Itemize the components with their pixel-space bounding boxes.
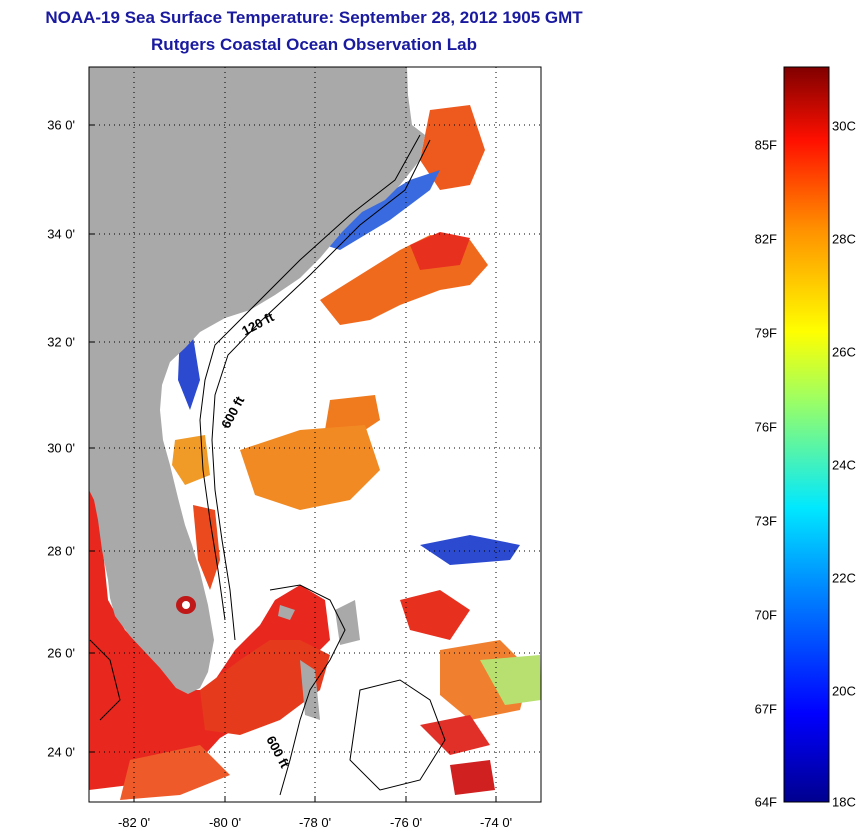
colorbar-label-85f: 85F: [754, 137, 777, 153]
colorbar-label-28c: 28C: [832, 231, 856, 247]
coastal-patch-fl: [193, 505, 220, 590]
lat-label-30: 30 0': [47, 440, 75, 456]
colorbar-label-67f: 67F: [754, 701, 777, 717]
lat-label-28: 28 0': [47, 543, 75, 559]
coastal-cold-1: [178, 330, 200, 410]
south-patch: [120, 745, 230, 800]
hatteras-patch: [420, 105, 485, 190]
gulf-warm-water: [89, 488, 330, 790]
colorbar-label-79f: 79F: [754, 325, 777, 341]
straits-warm-water: [200, 640, 330, 735]
lon-label-80: -80 0': [208, 815, 242, 830]
east-cool-patch: [480, 655, 541, 705]
map-subtitle: Rutgers Coastal Ocean Observation Lab: [151, 35, 477, 54]
colorbar-label-73f: 73F: [754, 513, 777, 529]
coastal-patch-ga: [172, 435, 210, 485]
contour-bank: [349, 679, 446, 791]
lat-label-32: 32 0': [47, 334, 75, 350]
gulfstream-red: [410, 232, 470, 270]
contour-600ft: [211, 139, 431, 641]
lake-center: [182, 601, 190, 609]
colorbar-label-20c: 20C: [832, 683, 856, 699]
colorbar-label-30c: 30C: [832, 118, 856, 134]
lon-label-76: -76 0': [389, 815, 423, 830]
graticule: [89, 67, 541, 802]
offshore-patch-2: [240, 425, 380, 510]
map-title: NOAA-19 Sea Surface Temperature: Septemb…: [45, 8, 583, 27]
lat-label-36: 36 0': [47, 117, 75, 133]
colorbar-label-18c: 18C: [832, 794, 856, 810]
lat-label-34: 34 0': [47, 226, 75, 242]
lon-label-82: -82 0': [117, 815, 151, 830]
offshore-cold: [420, 535, 520, 565]
lon-label-74: -74 0': [479, 815, 513, 830]
east-patch-3: [420, 715, 490, 755]
bahamas-island-1: [335, 600, 360, 645]
colorbar-label-22c: 22C: [832, 570, 856, 586]
colorbar-label-64f: 64F: [754, 794, 777, 810]
map-content: [89, 67, 541, 800]
east-patch-1: [400, 590, 470, 640]
contour-120ft: [199, 134, 421, 621]
east-patch-4: [450, 760, 495, 795]
bahamas-island-2: [278, 605, 295, 620]
colorbar-label-76f: 76F: [754, 419, 777, 435]
colorbar-label-24c: 24C: [832, 457, 856, 473]
lat-label-26: 26 0': [47, 645, 75, 661]
colorbar-label-82f: 82F: [754, 231, 777, 247]
lat-label-24: 24 0': [47, 744, 75, 760]
colorbar: [783, 66, 830, 803]
contour-gulf: [89, 639, 121, 721]
colorbar-label-70f: 70F: [754, 607, 777, 623]
colorbar-label-26c: 26C: [832, 344, 856, 360]
lon-label-78: -78 0': [298, 815, 332, 830]
contour-bahamas: [269, 584, 346, 796]
map-ticks: [89, 124, 497, 802]
